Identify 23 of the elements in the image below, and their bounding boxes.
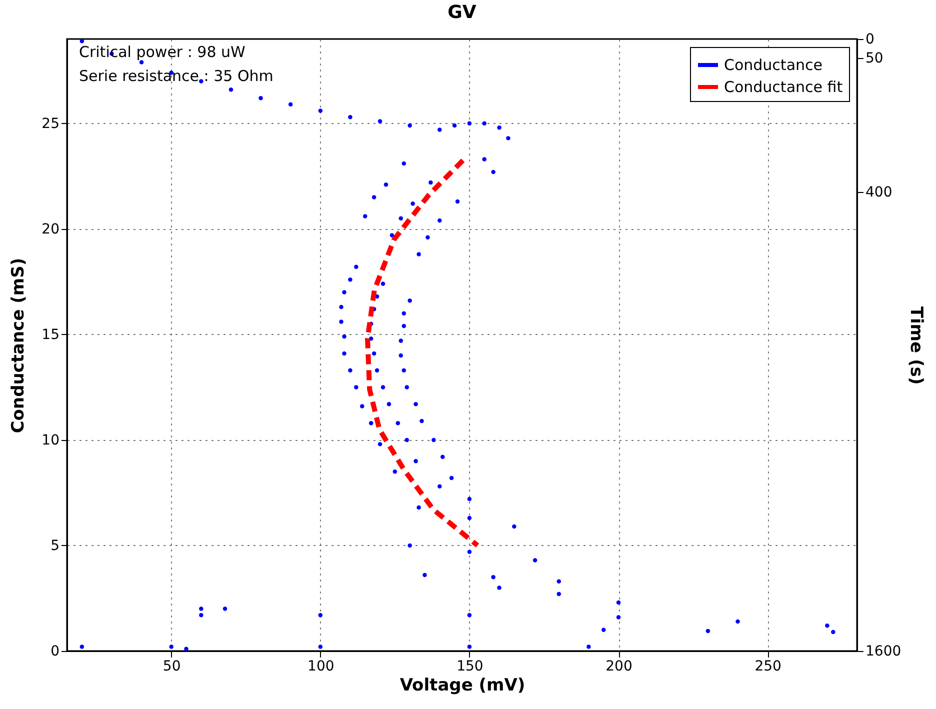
legend-label: Conductance: [724, 56, 822, 74]
y2-tick-label: 400: [866, 184, 892, 200]
y-tick-label: 15: [42, 326, 60, 343]
y2-tick-label: 0: [866, 32, 874, 48]
y2-tick-label: 1600: [866, 644, 902, 660]
y-tick-label: 0: [50, 644, 60, 660]
y-tick-label: 5: [50, 538, 60, 554]
x-axis-title: Voltage (mV): [400, 676, 526, 696]
x-tick-label: 100: [308, 658, 334, 674]
y-tick-label: 20: [42, 221, 60, 238]
annotation: Serie resistance : 35 Ohm: [79, 67, 274, 85]
chart-title: GV: [448, 2, 476, 23]
y-tick-label: 10: [42, 432, 60, 448]
y-tick-label: 25: [42, 116, 60, 132]
legend-label: Conductance fit: [724, 78, 843, 96]
annotation: Critical power : 98 uW: [79, 43, 246, 61]
x-tick-label: 50: [162, 658, 181, 674]
y2-tick-label: 50: [866, 50, 884, 67]
x-tick-label: 150: [456, 658, 484, 674]
y2-axis-title: Time (s): [906, 306, 926, 385]
y-axis-title: Conductance (mS): [8, 258, 29, 434]
x-tick-label: 250: [754, 658, 782, 674]
x-tick-label: 200: [606, 658, 632, 674]
